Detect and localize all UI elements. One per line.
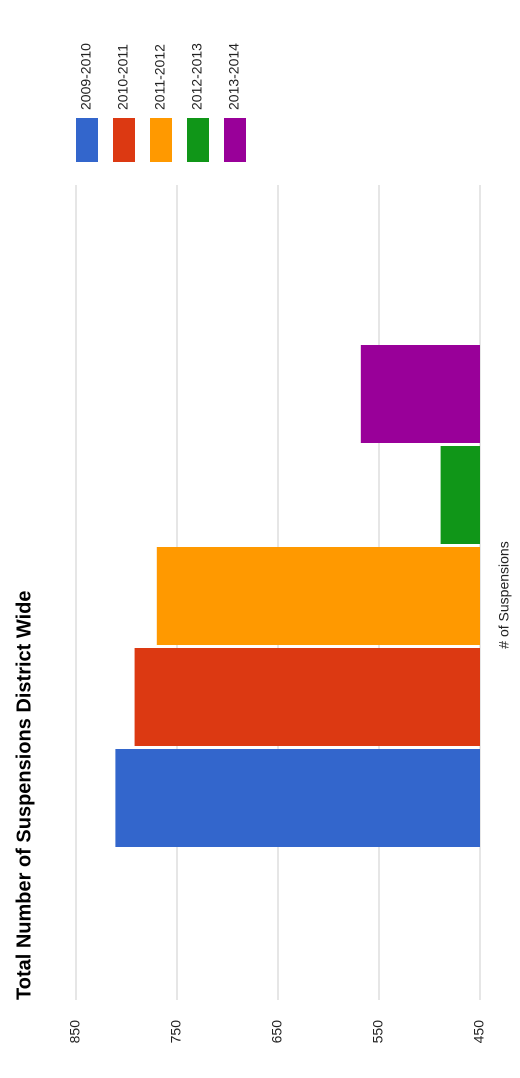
bar <box>440 446 480 544</box>
legend-swatch <box>113 118 135 162</box>
bar <box>156 547 481 645</box>
y-axis-label: # of Suspensions <box>496 541 512 648</box>
y-tick-label: 550 <box>370 1020 386 1044</box>
legend-label: 2010-2011 <box>115 44 131 110</box>
legend-label: 2012-2013 <box>189 43 205 110</box>
legend-swatch <box>76 118 98 162</box>
y-tick-label: 850 <box>67 1020 83 1044</box>
bar <box>360 345 481 443</box>
legend-swatch <box>187 118 209 162</box>
legend-label: 2009-2010 <box>78 43 94 110</box>
y-tick-label: 650 <box>269 1020 285 1044</box>
chart-title: Total Number of Suspensions District Wid… <box>13 591 35 1001</box>
bar <box>115 749 480 847</box>
rotated-chart: Total Number of Suspensions District Wid… <box>13 43 511 1044</box>
bar <box>134 648 481 746</box>
legend-label: 2013-2014 <box>226 43 242 110</box>
legend-label: 2011-2012 <box>152 44 168 110</box>
y-tick-label: 450 <box>471 1020 487 1044</box>
legend-swatch <box>224 118 246 162</box>
y-tick-label: 750 <box>168 1020 184 1044</box>
legend-swatch <box>150 118 172 162</box>
